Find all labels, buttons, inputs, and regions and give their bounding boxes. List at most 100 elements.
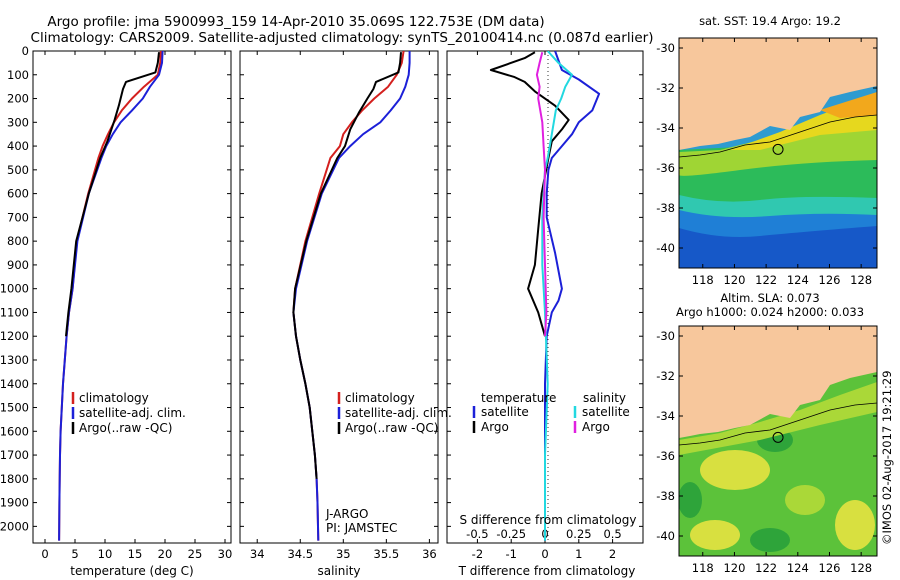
depth-tick-label: 1200 xyxy=(0,329,29,343)
header-line1: Argo profile: jma 5900993_159 14-Apr-201… xyxy=(47,14,544,30)
lon-tick-label: 126 xyxy=(819,273,841,287)
sla-high-patch xyxy=(690,520,740,550)
legend-label-satellite: satellite-adj. clim. xyxy=(79,406,186,420)
x-tick-label: 5 xyxy=(71,547,78,561)
legend-title-temperature: temperature xyxy=(481,391,556,405)
lon-tick-label: 126 xyxy=(819,561,841,575)
depth-tick-label: 300 xyxy=(7,115,29,129)
legend-label-argo: Argo(..raw -QC) xyxy=(345,421,438,435)
lon-tick-label: 120 xyxy=(723,273,745,287)
depth-tick-label: 1100 xyxy=(0,305,29,319)
sst-map-axes: -30 -32 -34 -36 -38 -40 118 120 122 124 126 128 xyxy=(656,38,877,287)
credit-text: ©IMOS 02-Aug-2017 19:21:29 xyxy=(880,370,894,545)
depth-tick-label: 800 xyxy=(7,234,29,248)
lat-tick-label: -30 xyxy=(656,329,675,343)
lat-tick-label: -32 xyxy=(656,369,675,383)
s-tick-label: 0.25 xyxy=(566,527,592,541)
depth-tick-label: 200 xyxy=(7,92,29,106)
salinity-argo-line xyxy=(535,51,548,337)
lon-tick-label: 124 xyxy=(787,561,809,575)
lat-tick-label: -36 xyxy=(656,161,675,175)
depth-tick-label: 400 xyxy=(7,139,29,153)
lat-tick-label: -38 xyxy=(656,489,675,503)
sla-map-axes: -30 -32 -34 -36 -38 -40 118 120 122 124 126 128 xyxy=(656,326,877,575)
pi-annotation: PI: JAMSTEC xyxy=(326,521,397,535)
lon-tick-label: 128 xyxy=(850,273,872,287)
x-tick-label: 2 xyxy=(609,547,616,561)
x-tick-label: 30 xyxy=(218,547,233,561)
legend-title-salinity: salinity xyxy=(583,391,626,405)
sla-low-patch xyxy=(750,528,790,552)
lat-tick-label: -40 xyxy=(656,241,675,255)
lat-tick-label: -34 xyxy=(656,409,675,423)
depth-tick-label: 900 xyxy=(7,258,29,272)
s-tick-label: -0.5 xyxy=(466,527,488,541)
x-tick-label: 25 xyxy=(188,547,203,561)
temperature-xlabel: temperature (deg C) xyxy=(70,564,193,578)
legend-label-t-argo: Argo xyxy=(481,420,509,434)
sla-float-marker xyxy=(772,431,784,443)
legend-label-t-satellite: satellite xyxy=(481,405,529,419)
temperature-axis: 0 5 10 15 20 25 30 xyxy=(33,50,233,561)
x-tick-label: 20 xyxy=(158,547,173,561)
x-tick-label: 0 xyxy=(541,547,548,561)
sst-map xyxy=(679,38,877,268)
sst-float-marker xyxy=(772,143,784,155)
program-annotation: J-ARGO xyxy=(325,507,368,521)
lat-tick-label: -34 xyxy=(656,121,675,135)
sla-low-patch xyxy=(679,482,702,518)
x-tick-label: 1 xyxy=(575,547,582,561)
depth-tick-label: 2000 xyxy=(0,519,29,533)
lat-tick-label: -30 xyxy=(656,41,675,55)
x-tick-label: 36 xyxy=(422,547,437,561)
temperature-panel-frame xyxy=(32,50,232,544)
argo-raw-qc-line xyxy=(65,52,160,337)
salinity-axis: 34 34.5 35 35.5 36 xyxy=(240,50,438,561)
depth-tick-label: 100 xyxy=(7,68,29,82)
lon-tick-label: 122 xyxy=(755,273,777,287)
difference-profiles xyxy=(489,51,601,541)
depth-tick-label: 1600 xyxy=(0,424,29,438)
sla-mid-patch xyxy=(785,485,825,515)
depth-tick-label: 1000 xyxy=(0,282,29,296)
temperature-legend: climatology satellite-adj. clim. Argo(..… xyxy=(71,391,186,435)
sla-map xyxy=(679,326,877,556)
temperature-argo-line xyxy=(489,51,570,337)
sla-shelf-band xyxy=(679,382,877,455)
salinity-legend: climatology satellite-adj. clim. Argo(..… xyxy=(337,391,452,435)
x-tick-label: 15 xyxy=(128,547,143,561)
lon-tick-label: 120 xyxy=(723,561,745,575)
depth-tick-label: 500 xyxy=(7,163,29,177)
legend-label-satellite: satellite-adj. clim. xyxy=(345,406,452,420)
depth-tick-label: 600 xyxy=(7,187,29,201)
sla-map-title2: Argo h1000: 0.024 h2000: 0.033 xyxy=(676,305,864,319)
lon-tick-label: 118 xyxy=(692,561,714,575)
sla-map-title1: Altim. SLA: 0.073 xyxy=(720,291,819,305)
sst-land xyxy=(679,38,877,150)
lat-tick-label: -32 xyxy=(656,81,675,95)
x-tick-label: 35 xyxy=(336,547,351,561)
difference-legend: temperature salinity satellite Argo sate… xyxy=(472,391,630,434)
depth-tick-label: 1700 xyxy=(0,448,29,462)
t-difference-xlabel: T difference from climatology xyxy=(458,564,636,578)
sla-map-frame xyxy=(678,325,878,557)
x-tick-label: -2 xyxy=(472,547,483,561)
sst-map-title: sat. SST: 19.4 Argo: 19.2 xyxy=(699,14,841,28)
x-tick-label: 10 xyxy=(98,547,113,561)
s-difference-label: S difference from climatology xyxy=(460,513,637,527)
sst-depth-contour xyxy=(679,114,877,158)
lat-tick-label: -38 xyxy=(656,201,675,215)
sla-high-patch xyxy=(835,500,875,550)
x-tick-label: 34 xyxy=(250,547,265,561)
satellite-adj-clim-line xyxy=(58,51,164,541)
depth-tick-label: 1300 xyxy=(0,353,29,367)
s-tick-label: -0.25 xyxy=(496,527,526,541)
depth-axis: 0 100 200 300 400 500 600 700 800 900 1000 1100 1200… xyxy=(0,44,29,533)
salinity-panel-frame xyxy=(239,50,439,544)
argo-raw-qc-line xyxy=(292,52,402,479)
salinity-profiles xyxy=(292,51,411,541)
legend-label-argo: Argo(..raw -QC) xyxy=(79,421,172,435)
sla-depth-contour xyxy=(679,402,877,446)
x-tick-label: 35.5 xyxy=(374,547,400,561)
